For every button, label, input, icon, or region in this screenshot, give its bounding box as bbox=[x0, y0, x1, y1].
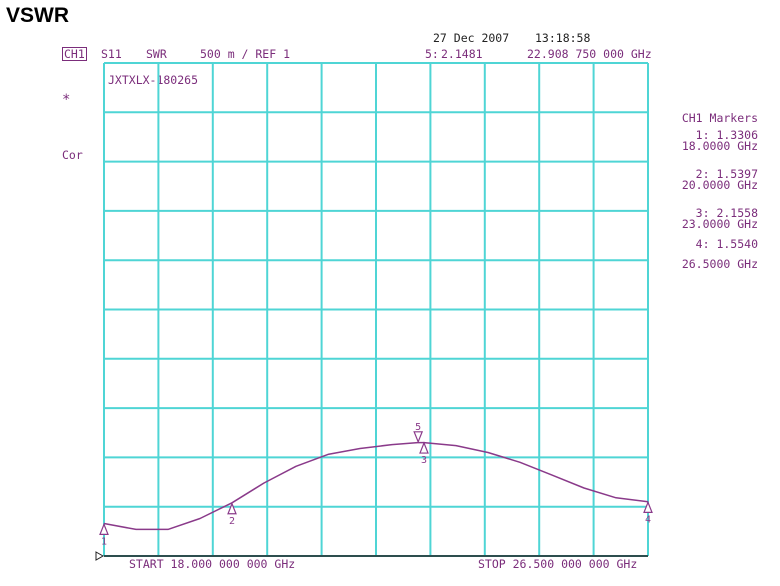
marker-3-readout: 3: 2.1558 23.0000 GHz bbox=[681, 206, 758, 231]
marker-4-symbol bbox=[643, 500, 653, 513]
correction-indicator: Cor bbox=[62, 148, 83, 162]
reference-arrow bbox=[95, 551, 105, 561]
channel-indicator: CH1 bbox=[62, 47, 87, 61]
marker-3-symbol bbox=[419, 441, 429, 454]
trace-layer bbox=[103, 441, 649, 531]
marker-3-value: 2.1558 bbox=[716, 206, 758, 220]
marker-2-value: 1.5397 bbox=[716, 167, 758, 181]
marker-3: 3 bbox=[419, 441, 429, 466]
active-marker-id: 5: bbox=[425, 47, 439, 61]
marker-2: 2 bbox=[227, 502, 237, 527]
marker-5: 5 bbox=[413, 422, 424, 444]
active-marker-frequency: 22.908 750 000 GHz bbox=[527, 47, 652, 61]
marker-1: 1 bbox=[99, 522, 109, 547]
stop-frequency-label: STOP 26.500 000 000 GHz bbox=[478, 557, 638, 571]
scale-label: 500 m / REF 1 bbox=[200, 47, 291, 61]
marker-layer: 1 2 5 3 4 bbox=[99, 422, 653, 547]
marker-1-symbol bbox=[99, 522, 109, 536]
start-frequency-label: START 18.000 000 000 GHz bbox=[129, 557, 296, 571]
parameter-label: S11 bbox=[101, 47, 122, 61]
plot-grid bbox=[95, 62, 649, 561]
marker-3-id: 3: bbox=[695, 206, 710, 220]
marker-1-id: 1: bbox=[695, 128, 710, 142]
marker-4-readout: 4: 1.5540 26.5000 GHz bbox=[681, 237, 758, 271]
page-heading: VSWR bbox=[6, 4, 69, 27]
averaging-star: * bbox=[62, 92, 71, 108]
vswr-trace bbox=[103, 441, 649, 531]
marker-4-value: 1.5540 bbox=[716, 237, 758, 251]
markers-panel-title: CH1 Markers bbox=[681, 111, 758, 125]
marker-5-symbol bbox=[413, 431, 424, 444]
trace-annotation: JXTXLX-180265 bbox=[108, 73, 199, 87]
marker-4-label: 4 bbox=[645, 514, 651, 525]
marker-1-value: 1.3306 bbox=[716, 128, 758, 142]
header-time: 13:18:58 bbox=[535, 31, 591, 45]
marker-2-label: 2 bbox=[229, 516, 235, 527]
header-date: 27 Dec 2007 bbox=[433, 31, 510, 45]
marker-2-readout: 2: 1.5397 20.0000 GHz bbox=[681, 167, 758, 192]
format-label: SWR bbox=[146, 47, 167, 61]
marker-1-readout: 1: 1.3306 18.0000 GHz bbox=[681, 128, 758, 153]
marker-1-frequency: 18.0000 GHz bbox=[681, 139, 758, 153]
marker-4-frequency: 26.5000 GHz bbox=[681, 257, 758, 271]
marker-2-frequency: 20.0000 GHz bbox=[681, 178, 758, 192]
marker-5-label: 5 bbox=[415, 422, 421, 433]
marker-1-label: 1 bbox=[101, 536, 107, 547]
marker-3-frequency: 23.0000 GHz bbox=[681, 217, 758, 231]
marker-4-id: 4: bbox=[695, 237, 710, 251]
marker-2-id: 2: bbox=[695, 167, 710, 181]
active-marker-value: 2.1481 bbox=[441, 47, 483, 61]
marker-4: 4 bbox=[643, 500, 653, 525]
marker-2-symbol bbox=[227, 502, 237, 515]
marker-3-label: 3 bbox=[421, 455, 427, 466]
